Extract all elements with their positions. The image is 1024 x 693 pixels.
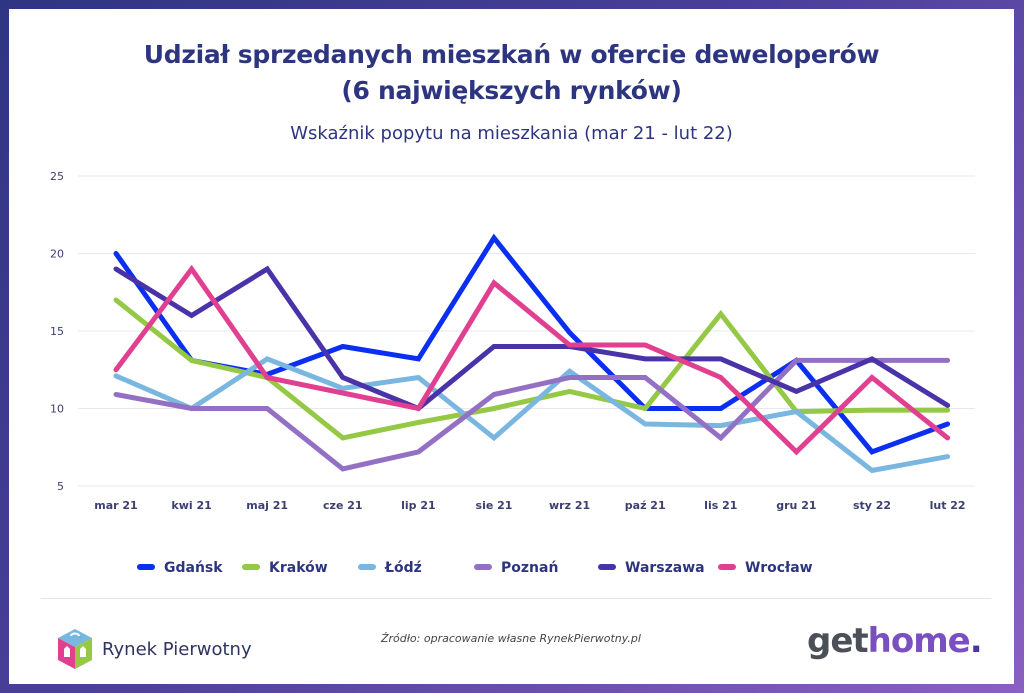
- x-tick-label: lip 21: [401, 499, 436, 512]
- series-line-wrocław: [113, 264, 951, 456]
- x-tick-label: mar 21: [94, 499, 137, 512]
- source-note: Źródło: opracowanie własne RynekPierwotn…: [381, 632, 641, 645]
- legend-item: Kraków: [242, 560, 328, 576]
- y-tick-label: 20: [50, 248, 64, 261]
- footer-divider: [41, 598, 991, 599]
- grid-lines: [78, 175, 975, 487]
- legend-label: Wrocław: [745, 560, 813, 576]
- chart-title-line1: Udział sprzedanych mieszkań w ofercie de…: [143, 40, 880, 69]
- x-tick-label: sty 22: [853, 499, 891, 512]
- series-line-poznań: [113, 357, 951, 472]
- legend-label: Warszawa: [625, 560, 705, 576]
- gethome-home: home: [867, 621, 971, 661]
- x-tick-label: kwi 21: [171, 499, 211, 512]
- x-axis: mar 21 kwi 21 maj 21 cze 21 lip 21 sie 21 wrz …: [94, 499, 965, 512]
- series-lines: [113, 233, 951, 474]
- rynek-pierwotny-name: Rynek Pierwotny: [102, 638, 252, 660]
- legend-item: Wrocław: [718, 560, 813, 576]
- chart-subtitle: Wskaźnik popytu na mieszkania (mar 21 - …: [290, 123, 733, 144]
- legend-label: Kraków: [269, 560, 328, 576]
- y-tick-label: 5: [57, 480, 64, 493]
- legend-label: Poznań: [501, 560, 558, 576]
- series-line-kraków: [113, 297, 951, 441]
- chart-card: Udział sprzedanych mieszkań w ofercie de…: [9, 9, 1014, 684]
- y-tick-label: 10: [50, 403, 64, 416]
- legend-item: Gdańsk: [137, 560, 223, 576]
- legend-item: Poznań: [474, 560, 558, 576]
- y-axis: 5 10 15 20 25: [50, 170, 64, 493]
- x-tick-label: wrz 21: [549, 499, 590, 512]
- legend-label: Łódź: [384, 560, 422, 576]
- y-tick-label: 25: [50, 170, 64, 183]
- x-tick-label: paź 21: [625, 499, 666, 512]
- x-tick-label: sie 21: [476, 499, 513, 512]
- gethome-logo: gethome.: [807, 621, 983, 661]
- rynek-pierwotny-logo: Rynek Pierwotny: [56, 624, 252, 674]
- x-tick-label: gru 21: [776, 499, 816, 512]
- x-tick-label: cze 21: [323, 499, 363, 512]
- chart-title: Udział sprzedanych mieszkań w ofercie de…: [9, 37, 1014, 109]
- cube-house-icon: [58, 629, 92, 669]
- gethome-get: get: [807, 621, 869, 661]
- line-chart: 5 10 15 20 25 mar 21 kwi 21 maj 21 cze 21 lip 21…: [50, 170, 975, 576]
- x-tick-label: lut 22: [930, 499, 966, 512]
- x-tick-label: maj 21: [246, 499, 288, 512]
- x-tick-label: lis 21: [704, 499, 737, 512]
- legend-item: Łódź: [358, 560, 422, 576]
- series-line-łódź: [113, 356, 951, 474]
- legend-item: Warszawa: [598, 560, 705, 576]
- legend-label: Gdańsk: [164, 560, 223, 576]
- series-line-gdańsk: [113, 233, 951, 455]
- chart-title-line2: (6 największych rynków): [341, 76, 682, 105]
- gethome-dot: .: [969, 621, 983, 661]
- y-tick-label: 15: [50, 325, 64, 338]
- legend: Gdańsk Kraków Łódź Poznań Warszawa Wrocław: [137, 560, 813, 576]
- series-line-warszawa: [113, 265, 951, 412]
